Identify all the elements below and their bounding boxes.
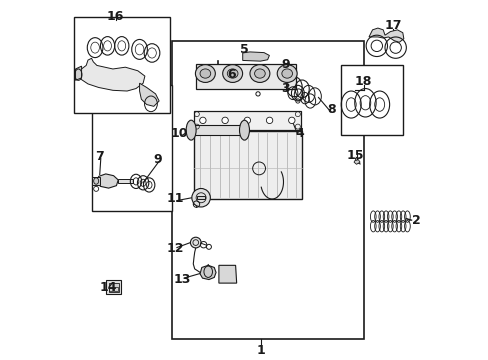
Ellipse shape <box>186 120 196 140</box>
Text: 7: 7 <box>95 150 103 163</box>
Text: 15: 15 <box>346 149 364 162</box>
Circle shape <box>244 117 250 123</box>
Text: 2: 2 <box>411 213 420 227</box>
Polygon shape <box>75 66 81 80</box>
Text: 11: 11 <box>166 192 183 205</box>
Text: 16: 16 <box>107 10 124 23</box>
Text: 1: 1 <box>256 344 264 357</box>
Text: 9: 9 <box>153 153 162 166</box>
Bar <box>197 195 204 199</box>
Text: 5: 5 <box>240 43 248 56</box>
Circle shape <box>266 117 272 123</box>
Ellipse shape <box>222 65 242 82</box>
Polygon shape <box>353 160 359 164</box>
Bar <box>108 283 118 292</box>
Text: 8: 8 <box>326 103 335 116</box>
Polygon shape <box>97 174 118 188</box>
Bar <box>74 17 169 113</box>
Text: 18: 18 <box>354 75 371 88</box>
Bar <box>191 125 244 135</box>
Bar <box>114 287 117 291</box>
Polygon shape <box>139 83 159 106</box>
Ellipse shape <box>254 69 264 78</box>
Circle shape <box>288 117 294 123</box>
Text: 4: 4 <box>295 127 304 140</box>
Text: 17: 17 <box>384 19 401 32</box>
Bar <box>109 287 113 291</box>
Circle shape <box>199 117 205 123</box>
Ellipse shape <box>239 120 249 140</box>
Polygon shape <box>200 265 216 280</box>
Text: 12: 12 <box>166 242 183 255</box>
Bar <box>91 85 171 211</box>
Bar <box>196 64 295 89</box>
Bar <box>106 280 121 294</box>
Ellipse shape <box>277 65 297 82</box>
Bar <box>340 66 402 135</box>
Ellipse shape <box>227 69 238 78</box>
Bar <box>171 41 363 339</box>
Circle shape <box>191 189 210 207</box>
Ellipse shape <box>281 69 292 78</box>
Text: 6: 6 <box>227 68 236 81</box>
Bar <box>92 177 100 185</box>
Text: 10: 10 <box>171 127 188 140</box>
Bar <box>118 179 133 183</box>
Polygon shape <box>242 52 269 61</box>
Polygon shape <box>219 265 236 283</box>
Polygon shape <box>79 58 144 91</box>
Polygon shape <box>368 28 403 42</box>
Text: 9: 9 <box>281 58 289 71</box>
Text: 13: 13 <box>174 273 191 286</box>
Bar <box>194 131 302 199</box>
Bar <box>194 111 300 130</box>
Ellipse shape <box>249 65 269 82</box>
Ellipse shape <box>195 65 215 82</box>
Circle shape <box>222 117 228 123</box>
Circle shape <box>190 237 201 248</box>
Ellipse shape <box>200 69 210 78</box>
Text: 14: 14 <box>100 281 117 294</box>
Text: 3: 3 <box>281 82 289 95</box>
